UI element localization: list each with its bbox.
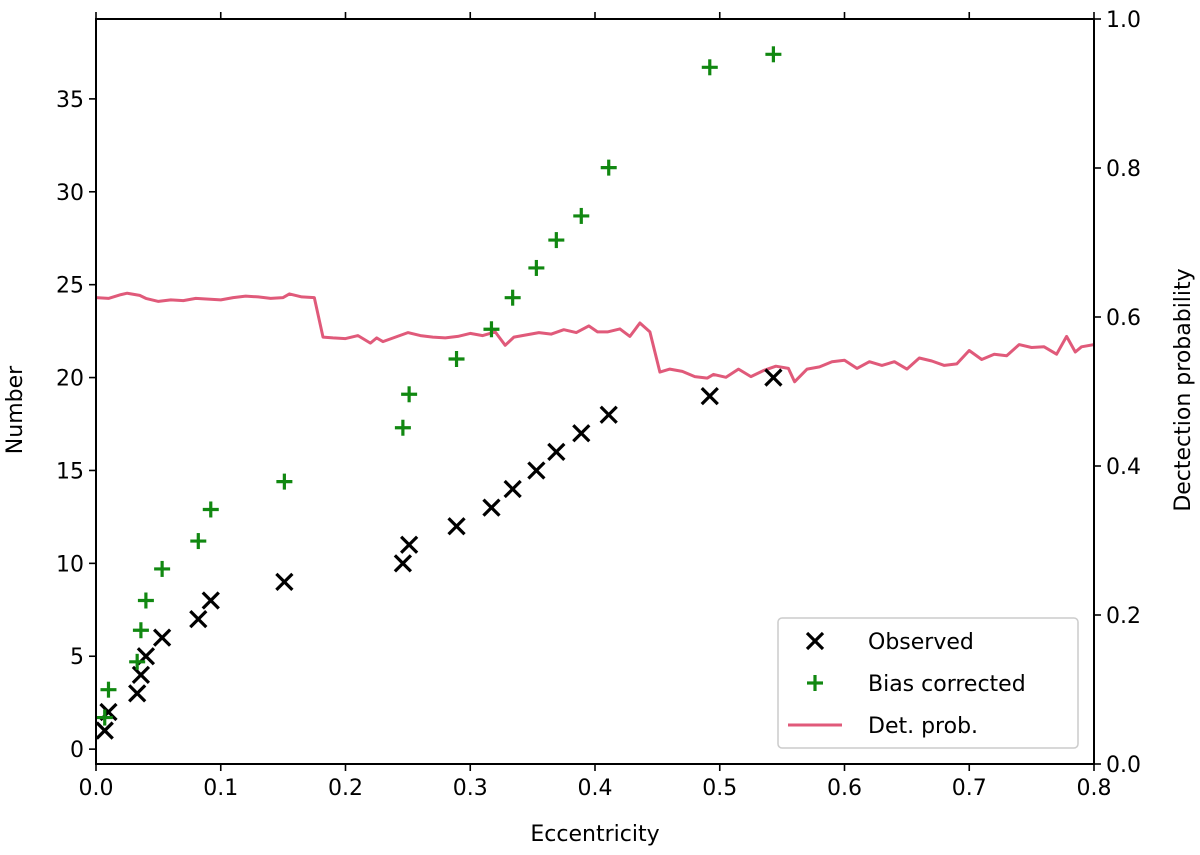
legend-entry: Observed [805,630,974,655]
point-bias-corrected [573,207,590,224]
legend-label: Bias corrected [868,672,1026,697]
point-bias-corrected [202,501,219,518]
axes: 0.0 0.1 0.2 0.3 0.4 0.5 0.6 0.7 0.8 0 5 10 15 20 25 30 3… [56,8,1141,801]
point-observed [503,479,522,499]
point-observed [700,387,719,406]
x-tick-label: 0.2 [328,776,363,801]
y-tick-label: 20 [56,367,84,392]
x-tick-label: 0.7 [952,776,987,801]
point-bias-corrected [129,653,146,670]
y-tick-label: 35 [56,88,84,113]
x-tick-label: 0.0 [79,776,114,801]
point-observed [547,442,566,462]
point-observed [189,609,208,629]
point-bias-corrected [100,681,117,698]
y-tick-label: 10 [56,552,84,577]
point-observed [399,535,419,554]
point-observed [128,684,147,703]
point-observed [275,572,294,592]
y2-tick-label: 0.0 [1106,753,1141,778]
point-observed [764,368,783,387]
y2-tick-label: 1.0 [1106,8,1141,33]
legend-frame [777,617,1079,749]
legend-swatch-observed [805,631,825,651]
point-observed [482,498,501,517]
x-tick-label: 0.8 [1077,776,1112,801]
point-bias-corrected [190,533,207,550]
y-tick-label: 5 [70,645,84,670]
x-tick-label: 0.4 [578,776,613,801]
point-bias-corrected [528,259,545,276]
point-bias-corrected [504,289,521,306]
point-bias-corrected [394,419,411,436]
point-bias-corrected [448,350,465,367]
y-tick-label: 25 [56,274,84,299]
y2-tick-label: 0.4 [1106,455,1141,480]
x-tick-label: 0.6 [827,776,862,801]
y2-tick-label: 0.6 [1106,306,1141,331]
x-tick-label: 0.1 [203,776,238,801]
point-observed [393,554,413,573]
legend: Observed Bias corrected Det. prob. [777,617,1079,749]
point-bias-corrected [132,622,149,639]
x-axis-title: Eccentricity [530,822,659,847]
plot-area [95,46,1094,740]
legend-label: Det. prob. [868,714,978,739]
y2-tick-label: 0.2 [1106,604,1141,629]
point-bias-corrected [548,232,565,249]
x-tick-label: 0.5 [702,776,737,801]
point-bias-corrected [483,321,500,338]
point-observed [527,461,546,480]
point-observed [201,591,220,610]
point-bias-corrected [401,386,418,403]
y-tick-label: 15 [56,459,84,484]
point-observed [152,628,172,647]
point-observed [572,424,591,443]
series-line-det-prob [96,291,1094,384]
point-observed [131,665,151,684]
point-bias-corrected [137,592,154,609]
y2-axis-title: Dectection probability [1171,268,1196,511]
x-tick-label: 0.3 [453,776,488,801]
point-observed [447,517,466,536]
point-bias-corrected [276,473,293,490]
legend-label: Observed [868,630,974,655]
y-tick-label: 0 [70,738,84,763]
legend-entry: Det. prob. [788,714,978,739]
y-axis-title: Number [3,365,28,454]
point-bias-corrected [96,709,113,726]
point-observed [599,405,618,424]
point-bias-corrected [765,46,782,63]
y-tick-label: 30 [56,181,84,206]
y2-tick-label: 0.8 [1106,157,1141,182]
point-observed [95,721,114,740]
legend-swatch-bias-corrected [807,675,823,691]
point-bias-corrected [701,59,718,76]
point-bias-corrected [600,159,617,176]
point-bias-corrected [154,560,171,577]
legend-entry: Bias corrected [807,672,1026,697]
